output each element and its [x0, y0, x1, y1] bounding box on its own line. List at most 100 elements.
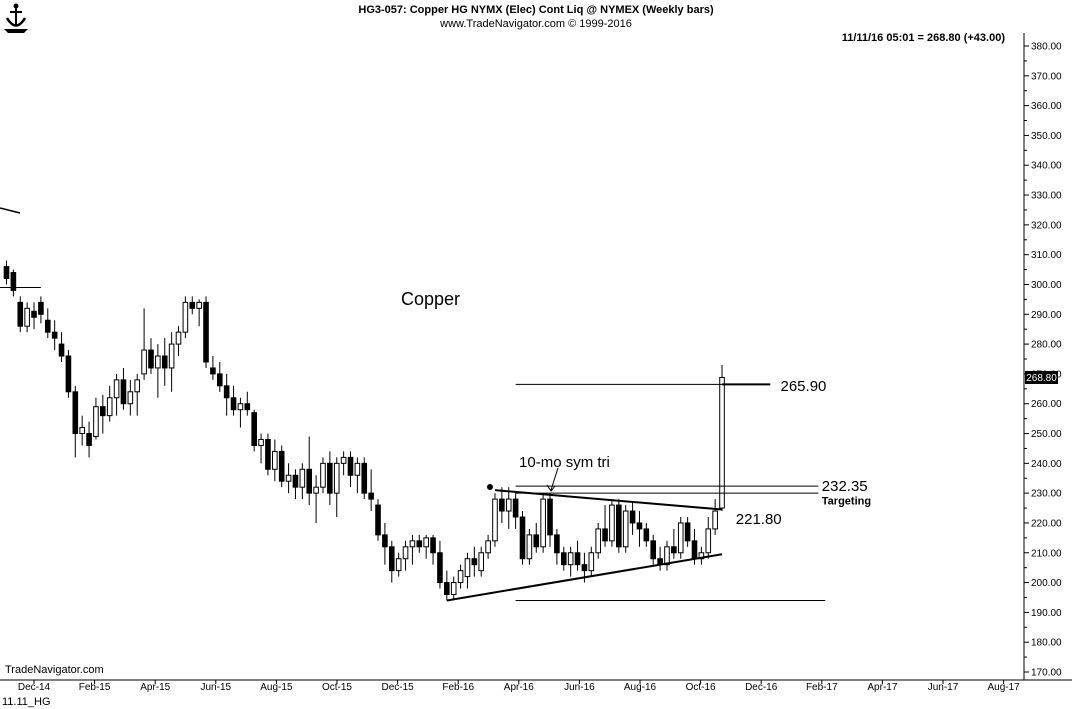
candle-body-up — [450, 582, 457, 595]
candle-body-down — [361, 462, 368, 494]
x-tick-label: Dec-16 — [745, 682, 778, 693]
candle — [251, 409, 257, 452]
candle-body-down — [602, 528, 608, 542]
candle — [320, 457, 326, 494]
candle — [127, 379, 134, 416]
candle — [512, 493, 519, 529]
candle — [24, 302, 30, 333]
candle-body-up — [464, 558, 471, 578]
candle-body-down — [512, 498, 519, 518]
y-tick-label: 230.00 — [1031, 489, 1062, 500]
candle-body-down — [17, 301, 24, 327]
candle — [258, 433, 264, 464]
candle-body-up — [340, 456, 347, 464]
candle — [278, 445, 285, 488]
candle — [292, 469, 299, 500]
candle — [168, 332, 175, 392]
candle-body-down — [216, 373, 223, 387]
candle — [31, 302, 37, 330]
candle — [182, 296, 189, 339]
candle-body-down — [471, 558, 478, 566]
candle — [86, 421, 92, 458]
candle-body-down — [643, 528, 650, 542]
candle-body-down — [547, 498, 553, 536]
candle-body-up — [719, 376, 725, 509]
candle-body-up — [299, 468, 306, 488]
candle — [402, 540, 409, 571]
offscreen-trendline — [0, 207, 21, 214]
x-tick-label: Feb-15 — [79, 682, 111, 693]
x-tick-label: Apr-15 — [140, 682, 170, 693]
candle-body-down — [265, 438, 271, 470]
candle-body-down — [244, 403, 251, 411]
x-tick-label: Aug-16 — [624, 682, 657, 693]
x-tick-label: Apr-17 — [867, 682, 897, 693]
candle — [230, 385, 237, 416]
pattern-lines — [0, 207, 826, 602]
candle-body-up — [588, 552, 595, 572]
candle — [237, 397, 244, 428]
candle-body-down — [416, 540, 423, 548]
candle-body-down — [499, 498, 505, 512]
candle — [388, 540, 395, 583]
candle-body-up — [134, 379, 141, 393]
x-tick-label: Jun-17 — [928, 682, 959, 693]
candle — [354, 457, 361, 494]
y-tick-label: 260.00 — [1031, 399, 1062, 410]
candle-body-down — [203, 301, 209, 363]
candle — [560, 546, 567, 571]
x-tick-label: Feb-16 — [442, 682, 474, 693]
candle-body-down — [58, 343, 65, 357]
candle-body-down — [65, 355, 72, 393]
candle — [464, 552, 471, 589]
y-tick-label: 250.00 — [1031, 429, 1062, 440]
y-tick-label: 350.00 — [1031, 131, 1062, 142]
candle — [141, 308, 147, 380]
price-axis: 170.00 180.00 190.00 200.00 210.00 220.00 230.… — [1024, 42, 1062, 679]
candle — [574, 540, 581, 571]
candle-body-down — [382, 534, 388, 548]
candle — [189, 296, 196, 315]
candle-body-up — [313, 486, 319, 494]
y-tick-label: 330.00 — [1031, 191, 1062, 202]
candle-body-up — [237, 403, 244, 411]
chart-header-subtitle: www.TradeNavigator.com © 1999-2016 — [439, 18, 632, 30]
candle — [17, 296, 24, 333]
candle-body-up — [127, 391, 134, 405]
candle-body-down — [650, 540, 657, 560]
trendline-lower — [446, 553, 723, 602]
candle-body-down — [292, 474, 299, 488]
candle — [38, 296, 44, 324]
candle-body-up — [478, 552, 485, 572]
candle — [677, 516, 684, 559]
candle-body-up — [93, 406, 99, 438]
candle-body-down — [38, 301, 44, 315]
candle-body-up — [664, 546, 670, 566]
y-tick-label: 340.00 — [1031, 161, 1062, 172]
candle — [499, 487, 505, 523]
candle — [698, 546, 705, 565]
candle — [361, 457, 368, 500]
candle — [629, 502, 636, 535]
annotation-label: 265.90 — [781, 378, 827, 395]
candle-body-down — [210, 367, 216, 375]
y-tick-label: 240.00 — [1031, 459, 1062, 470]
candle — [79, 415, 85, 446]
candle-body-up — [272, 450, 278, 470]
candle — [93, 397, 99, 440]
y-tick-label: 310.00 — [1031, 250, 1062, 261]
candle — [609, 499, 615, 547]
candle-body-down — [230, 397, 237, 411]
candle — [602, 505, 608, 547]
candle-body-up — [567, 552, 574, 566]
candle-body-up — [79, 427, 85, 435]
candle — [210, 356, 216, 380]
x-tick-label: Apr-16 — [504, 682, 534, 693]
watermark: TradeNavigator.com — [5, 664, 104, 676]
x-tick-label: Aug-17 — [987, 682, 1020, 693]
last-price-label: 268.80 — [1026, 373, 1057, 384]
candle-body-down — [278, 450, 285, 482]
candle-body-down — [629, 510, 636, 524]
symbol-footer: 11.11_HG — [2, 696, 51, 708]
x-tick-label: Jun-15 — [201, 682, 232, 693]
